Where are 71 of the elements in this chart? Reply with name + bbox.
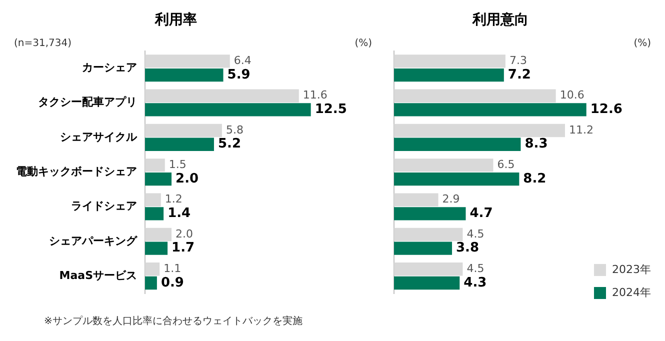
data-label: 5.9 bbox=[227, 67, 250, 82]
bar bbox=[394, 54, 506, 68]
chart-title: 利用率 bbox=[154, 11, 197, 28]
bar bbox=[145, 138, 214, 151]
y-tick-label: 電動キックボードシェア bbox=[16, 164, 137, 178]
data-label: 7.2 bbox=[508, 67, 531, 82]
bar bbox=[394, 68, 504, 82]
y-tick-label: シェアパーキング bbox=[49, 234, 138, 248]
data-label: 10.6 bbox=[560, 88, 584, 102]
bar bbox=[394, 158, 494, 172]
bar bbox=[394, 242, 452, 255]
text: (%) bbox=[634, 38, 651, 49]
data-label: 8.2 bbox=[523, 171, 546, 186]
bar bbox=[394, 89, 556, 102]
bar bbox=[394, 138, 521, 151]
data-label: 1.4 bbox=[168, 206, 191, 222]
bar bbox=[145, 124, 222, 138]
bar bbox=[394, 193, 438, 206]
bar bbox=[145, 89, 299, 102]
bar bbox=[145, 103, 311, 116]
bar bbox=[394, 207, 466, 220]
data-label: 2.0 bbox=[176, 171, 199, 186]
data-label: 0.9 bbox=[160, 275, 184, 290]
data-label: 6.5 bbox=[497, 158, 515, 172]
bar bbox=[394, 228, 463, 242]
bar bbox=[145, 158, 165, 172]
data-label: 6.4 bbox=[234, 54, 252, 68]
data-label: 8.3 bbox=[524, 136, 548, 152]
bar bbox=[394, 262, 463, 276]
data-label: 4.5 bbox=[466, 262, 484, 275]
data-label: 1.5 bbox=[168, 158, 186, 172]
data-label: 5.8 bbox=[226, 123, 244, 136]
data-label: 7.3 bbox=[509, 54, 527, 68]
bar bbox=[394, 103, 586, 116]
bar bbox=[394, 276, 460, 290]
y-tick-label: タクシー配車アプリ bbox=[38, 96, 137, 109]
data-label: 1.7 bbox=[172, 240, 195, 256]
legend-label: 2023年 bbox=[612, 262, 651, 277]
bar bbox=[394, 124, 565, 138]
text: (n=31,734) bbox=[14, 38, 72, 49]
data-label: 4.5 bbox=[466, 227, 484, 240]
y-tick-label: ライドシェア bbox=[71, 200, 137, 213]
data-label: 11.6 bbox=[302, 88, 328, 102]
bar bbox=[145, 68, 224, 82]
data-label: 1.2 bbox=[164, 192, 182, 206]
bar bbox=[145, 172, 172, 186]
data-label: 2.0 bbox=[176, 227, 194, 240]
bar bbox=[145, 242, 168, 255]
data-label: 3.8 bbox=[456, 240, 480, 256]
bar bbox=[145, 54, 230, 68]
data-label: 5.2 bbox=[218, 136, 242, 152]
legend-label: 2024年 bbox=[612, 285, 651, 300]
y-tick-label: カーシェア bbox=[82, 60, 137, 74]
text: ※サンプル数を人口比率に合わせるウェイトバックを実施 bbox=[44, 314, 302, 328]
y-tick-label: シェアサイクル bbox=[60, 130, 138, 144]
bar bbox=[145, 228, 172, 242]
y-tick-label: MaaSサービス bbox=[59, 268, 137, 282]
text: (%) bbox=[354, 38, 372, 49]
data-label: 1.1 bbox=[164, 262, 182, 275]
data-label: 4.3 bbox=[464, 275, 487, 290]
bar bbox=[394, 172, 520, 186]
data-label: 12.5 bbox=[314, 102, 347, 118]
data-label: 12.6 bbox=[590, 102, 622, 118]
bar bbox=[145, 193, 161, 206]
bar bbox=[145, 276, 157, 290]
data-label: 4.7 bbox=[470, 206, 493, 222]
data-label: 11.2 bbox=[568, 123, 594, 136]
data-label: 2.9 bbox=[442, 192, 460, 206]
bar bbox=[145, 262, 160, 276]
bar bbox=[145, 207, 164, 220]
chart-title: 利用意向 bbox=[472, 11, 528, 28]
